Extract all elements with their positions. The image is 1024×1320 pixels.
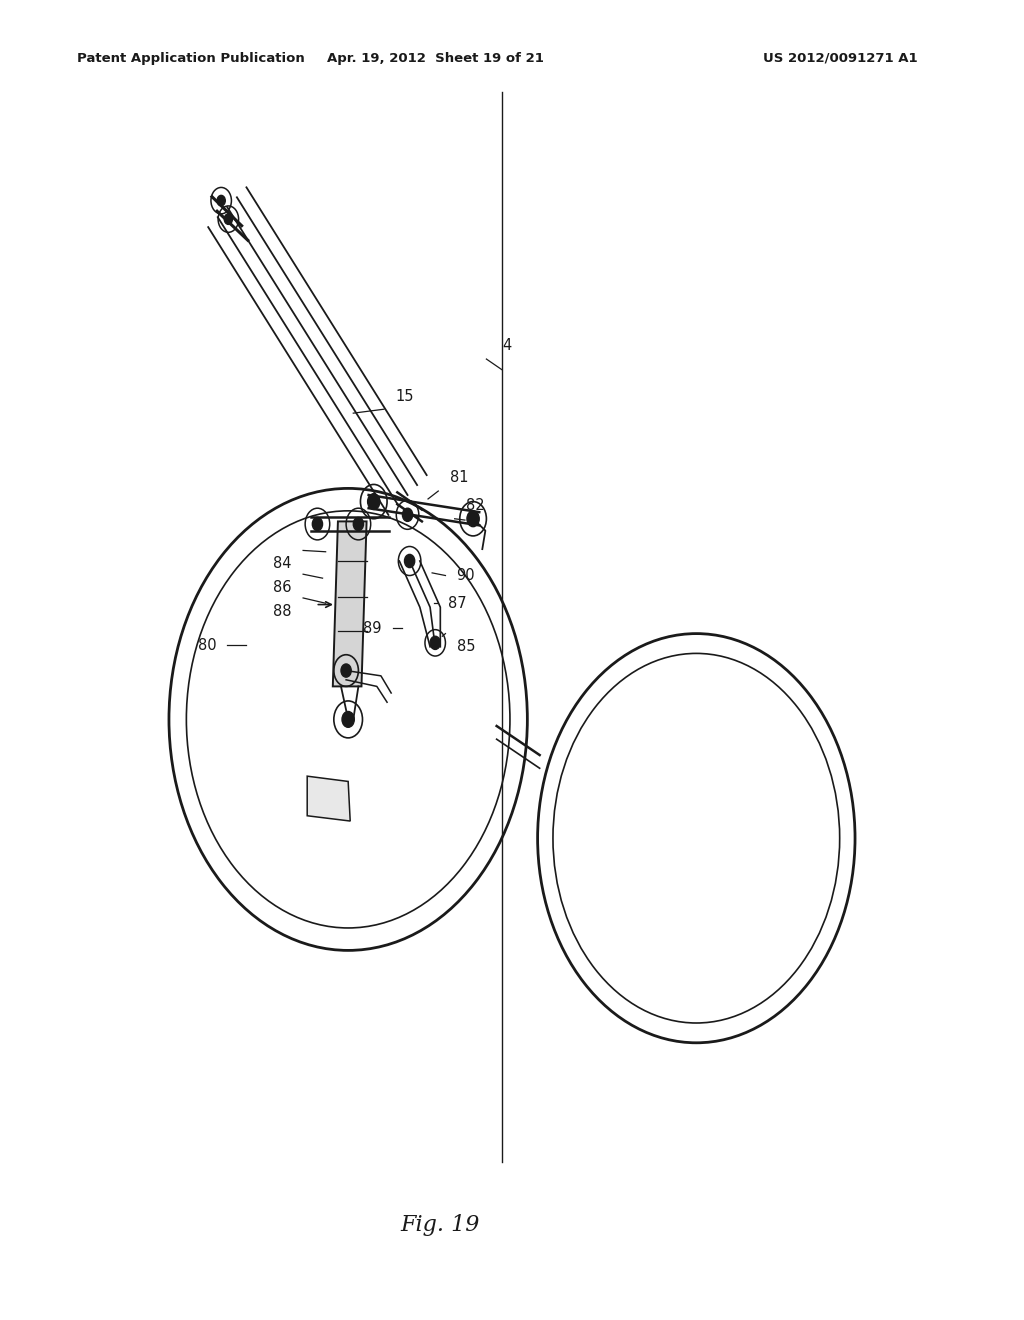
Circle shape bbox=[467, 511, 479, 527]
Text: 90: 90 bbox=[457, 568, 475, 583]
Text: Apr. 19, 2012  Sheet 19 of 21: Apr. 19, 2012 Sheet 19 of 21 bbox=[327, 51, 544, 65]
Circle shape bbox=[402, 508, 413, 521]
Text: 85: 85 bbox=[457, 639, 475, 655]
Text: Patent Application Publication: Patent Application Publication bbox=[77, 51, 304, 65]
Text: 15: 15 bbox=[395, 388, 414, 404]
Text: 82: 82 bbox=[466, 498, 484, 513]
Text: US 2012/0091271 A1: US 2012/0091271 A1 bbox=[763, 51, 918, 65]
Polygon shape bbox=[333, 521, 367, 686]
Circle shape bbox=[368, 494, 380, 510]
Circle shape bbox=[217, 195, 225, 206]
Circle shape bbox=[342, 711, 354, 727]
Circle shape bbox=[224, 214, 232, 224]
Text: 4: 4 bbox=[502, 338, 512, 354]
Text: 81: 81 bbox=[450, 470, 468, 486]
Text: 80: 80 bbox=[198, 638, 216, 653]
Text: 87: 87 bbox=[449, 595, 467, 611]
Text: Fig. 19: Fig. 19 bbox=[400, 1214, 480, 1236]
Circle shape bbox=[404, 554, 415, 568]
Circle shape bbox=[353, 517, 364, 531]
Text: 84: 84 bbox=[273, 556, 292, 572]
Text: 89: 89 bbox=[364, 620, 382, 636]
Circle shape bbox=[430, 636, 440, 649]
Polygon shape bbox=[307, 776, 350, 821]
Text: 88: 88 bbox=[273, 603, 292, 619]
Circle shape bbox=[312, 517, 323, 531]
Circle shape bbox=[341, 664, 351, 677]
Text: 86: 86 bbox=[273, 579, 292, 595]
